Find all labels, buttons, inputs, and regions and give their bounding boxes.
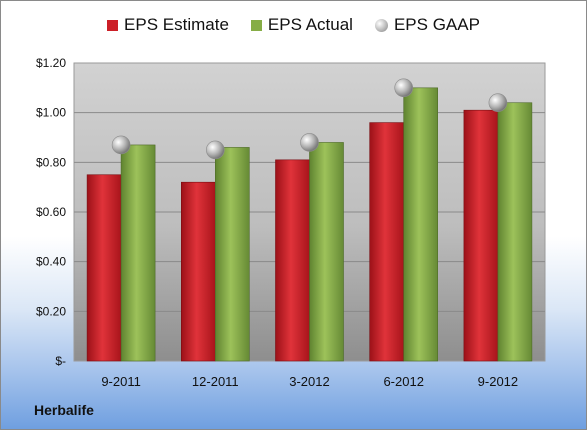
marker-eps-gaap	[111, 135, 131, 155]
y-tick-label: $0.60	[36, 205, 66, 219]
x-axis: 9-2011 12-2011 3-2012 6-2012 9-2012	[101, 374, 518, 389]
legend-swatch-eps-actual	[250, 19, 262, 31]
y-axis: $- $0.20 $0.40 $0.60 $0.80 $1.00 $1.20	[36, 56, 66, 368]
legend-swatch-eps-estimate	[107, 19, 119, 31]
y-tick-label: $1.00	[36, 106, 66, 120]
legend: EPS Estimate EPS Actual EPS GAAP	[1, 15, 586, 35]
x-tick-label: 3-2012	[289, 374, 329, 389]
legend-label-eps-actual: EPS Actual	[267, 15, 353, 34]
bar-eps-actual	[215, 147, 250, 362]
bar-eps-actual	[497, 102, 533, 362]
bar-eps-actual	[403, 87, 439, 362]
marker-eps-gaap	[206, 140, 225, 160]
y-tick-label: $0.80	[36, 155, 66, 169]
marker-eps-gaap	[394, 78, 414, 98]
legend-item-eps-estimate: EPS Estimate	[107, 15, 229, 35]
legend-item-eps-gaap: EPS GAAP	[374, 15, 480, 35]
bar-eps-actual	[120, 144, 156, 362]
company-name: Herbalife	[34, 402, 94, 418]
bar-eps-estimate	[181, 181, 216, 362]
x-tick-label: 12-2011	[192, 374, 239, 389]
gaap-markers	[111, 78, 508, 160]
legend-label-eps-gaap: EPS GAAP	[393, 15, 480, 34]
bar-eps-estimate	[86, 174, 122, 362]
x-tick-label: 9-2012	[478, 374, 518, 389]
marker-eps-gaap	[488, 93, 508, 113]
bar-eps-estimate	[369, 122, 405, 362]
legend-marker-eps-gaap	[374, 18, 388, 32]
legend-item-eps-actual: EPS Actual	[250, 15, 353, 35]
marker-eps-gaap	[300, 133, 319, 152]
bar-eps-actual	[309, 142, 344, 362]
x-tick-label: 6-2012	[383, 374, 423, 389]
bar-eps-estimate	[275, 159, 310, 362]
y-tick-label: $0.20	[36, 304, 66, 318]
legend-label-eps-estimate: EPS Estimate	[124, 15, 229, 34]
x-tick-label: 9-2011	[101, 374, 141, 389]
y-tick-label: $-	[55, 354, 66, 368]
bars	[86, 87, 533, 362]
y-tick-label: $1.20	[36, 56, 66, 70]
y-tick-label: $0.40	[36, 255, 66, 269]
bar-eps-estimate	[463, 109, 499, 362]
